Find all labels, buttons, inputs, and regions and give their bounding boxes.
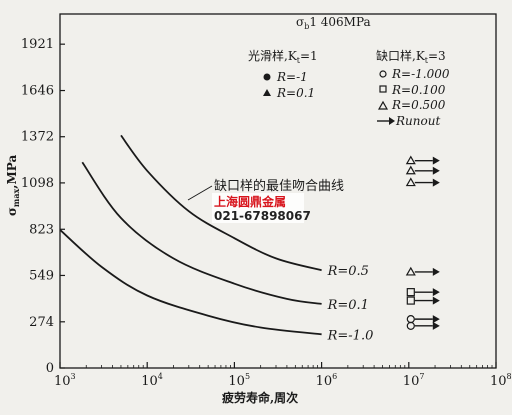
curve-annotation: 缺口样的最佳吻合曲线 <box>214 178 344 194</box>
series-line-0 <box>120 134 322 272</box>
legend-notched-item-0: R=-1.000 <box>391 67 450 81</box>
y-tick-label-1: 274 <box>29 315 54 330</box>
runout-point-7 <box>406 321 440 330</box>
runout-point-1 <box>405 165 440 175</box>
chart-title: σb1 406MPa <box>296 15 371 31</box>
series-line-1 <box>81 161 322 305</box>
runout-point-4 <box>406 288 440 297</box>
runout-point-3 <box>405 266 440 276</box>
legend-notched: 缺口样,Kt=3 R=-1.000 R=0.100 R=0.500 Runout <box>376 48 450 128</box>
y-tick-label-0: 0 <box>46 361 54 376</box>
legend-notched-heading: 缺口样,Kt=3 <box>376 48 446 65</box>
runout-point-0 <box>405 155 440 165</box>
runout-point-5 <box>406 296 440 305</box>
stamp-title: 上海圆鼎金属 <box>214 194 286 209</box>
legend-runout-arrow-icon <box>377 117 395 125</box>
legend-triangle-filled-icon <box>263 89 271 96</box>
curves: R=0.5 R=0.1 R=-1.0 <box>59 134 374 343</box>
y-tick-label-7: 1921 <box>21 37 54 52</box>
x-tick-label-0: 103 <box>54 372 76 389</box>
y-axis-title: σmax,MPa <box>5 155 21 216</box>
stamp-phone: 021-67898067 <box>214 209 311 223</box>
x-axis-title: 疲劳寿命,周次 <box>222 390 298 405</box>
legend-notched-item-3: Runout <box>395 114 440 128</box>
stamp-background <box>212 193 304 223</box>
legend-square-open-icon <box>379 85 387 93</box>
y-axis: 0 274 549 823 1098 1372 1646 1921 <box>21 37 65 376</box>
series-label-1: R=0.1 <box>327 298 369 313</box>
y-tick-label-3: 823 <box>29 222 54 237</box>
curve-annotation-leader <box>187 185 213 201</box>
legend-smooth-item-1: R=0.1 <box>276 86 315 100</box>
legend-smooth-heading: 光滑样,Kt=1 <box>248 48 318 65</box>
x-axis: 103 104 105 106 107 108 <box>54 362 512 389</box>
legend-circle-filled-icon <box>263 73 271 81</box>
x-tick-label-3: 106 <box>316 372 338 389</box>
legend-smooth-item-0: R=-1 <box>276 70 308 84</box>
plot-area <box>59 13 497 369</box>
y-tick-label-6: 1646 <box>21 84 54 99</box>
series-label-2: R=-1.0 <box>327 328 374 343</box>
x-tick-label-4: 107 <box>403 372 425 389</box>
legend-notched-item-1: R=0.100 <box>391 83 446 97</box>
x-tick-label-1: 104 <box>141 372 163 389</box>
legend-notched-item-2: R=0.500 <box>391 98 446 112</box>
runout-point-2 <box>405 177 440 187</box>
y-tick-label-2: 549 <box>29 268 54 283</box>
series-line-2 <box>59 229 322 336</box>
legend-smooth: 光滑样,Kt=1 R=-1 R=0.1 <box>248 48 318 100</box>
x-tick-label-2: 105 <box>228 372 250 389</box>
y-tick-label-4: 1098 <box>21 176 54 191</box>
runout-markers <box>405 155 440 330</box>
series-label-0: R=0.5 <box>327 264 369 279</box>
x-tick-label-5: 108 <box>490 372 512 389</box>
y-tick-label-5: 1372 <box>21 130 54 145</box>
legend-circle-open-icon <box>379 70 387 78</box>
runout-point-6 <box>406 315 440 324</box>
legend-triangle-open-icon <box>377 100 389 110</box>
